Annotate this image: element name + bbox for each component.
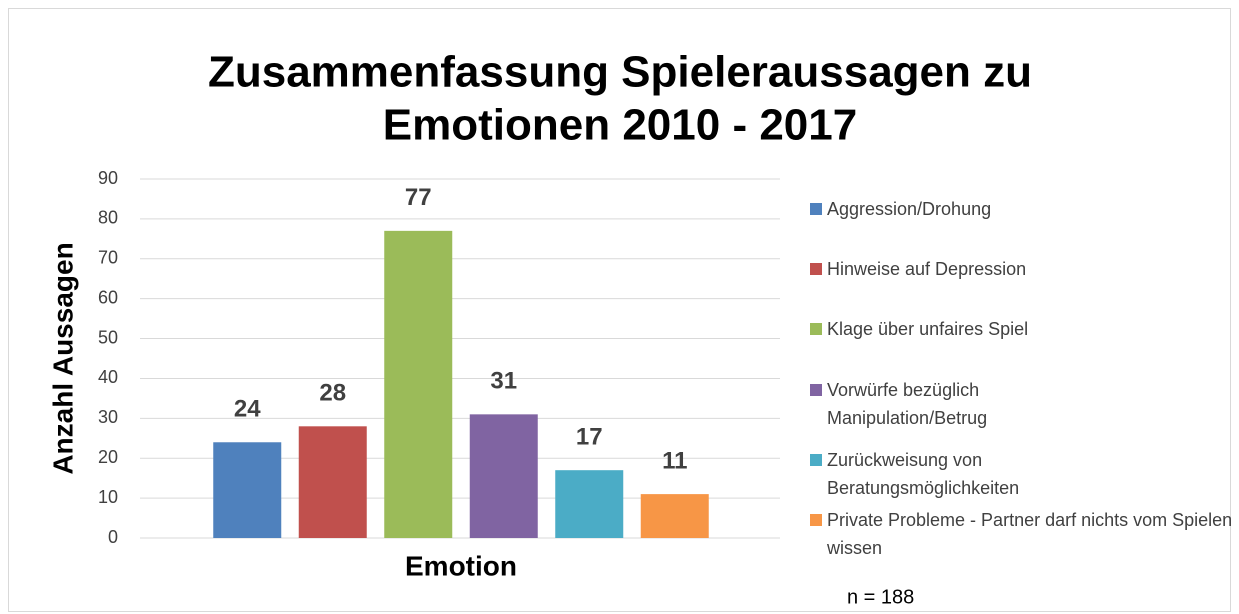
y-tick-label: 90 — [98, 168, 118, 188]
y-tick-label: 50 — [98, 327, 118, 347]
legend-label: Vorwürfe bezüglich Manipulation/Betrug — [827, 380, 988, 428]
chart-title: Emotionen 2010 - 2017 — [383, 101, 857, 150]
legend-label: Aggression/Drohung — [827, 199, 992, 219]
legend-swatch — [810, 384, 822, 396]
y-tick-label: 70 — [98, 248, 118, 268]
data-label: 28 — [319, 380, 346, 407]
chart-title: Zusammenfassung Spieleraussagen zu — [208, 48, 1032, 97]
legend-label: Klage über unfaires Spiel — [827, 319, 1029, 339]
data-label: 31 — [490, 368, 517, 395]
legend-swatch — [810, 514, 822, 526]
bar — [384, 230, 453, 538]
y-tick-label: 10 — [98, 487, 118, 507]
legend-item: Vorwürfe bezüglich Manipulation/Betrug — [810, 376, 1077, 432]
legend-item: Klage über unfaires Spiel — [810, 315, 1077, 343]
legend-label: Zurückweisung von Beratungsmöglichkeiten — [827, 450, 1020, 498]
x-axis-label: Emotion — [405, 550, 517, 581]
legend-label: Hinweise auf Depression — [827, 259, 1027, 279]
y-axis-label: Anzahl Aussagen — [47, 242, 78, 474]
data-label: 77 — [405, 184, 432, 211]
bar — [298, 426, 367, 538]
y-tick-label: 80 — [98, 208, 118, 228]
data-label: 24 — [234, 396, 261, 423]
bar — [469, 414, 538, 538]
legend-item: Private Probleme - Partner darf nichts v… — [810, 506, 1239, 562]
bar — [213, 442, 282, 538]
legend-swatch — [810, 323, 822, 335]
y-tick-label: 60 — [98, 287, 118, 307]
legend-item: Hinweise auf Depression — [810, 255, 1077, 283]
data-label: 11 — [662, 447, 687, 474]
legend-swatch — [810, 203, 822, 215]
bar — [555, 470, 624, 538]
y-tick-label: 0 — [108, 527, 118, 547]
legend-swatch — [810, 263, 822, 275]
y-tick-label: 20 — [98, 447, 118, 467]
legend-label: Private Probleme - Partner darf nichts v… — [827, 510, 1233, 558]
annotation: n = 188 — [847, 586, 914, 608]
bar — [640, 494, 709, 538]
y-tick-label: 30 — [98, 407, 118, 427]
legend-item: Aggression/Drohung — [810, 195, 1077, 223]
y-tick-label: 40 — [98, 367, 118, 387]
data-label: 17 — [576, 424, 603, 451]
legend-swatch — [810, 454, 822, 466]
legend-item: Zurückweisung von Beratungsmöglichkeiten — [810, 446, 1077, 502]
